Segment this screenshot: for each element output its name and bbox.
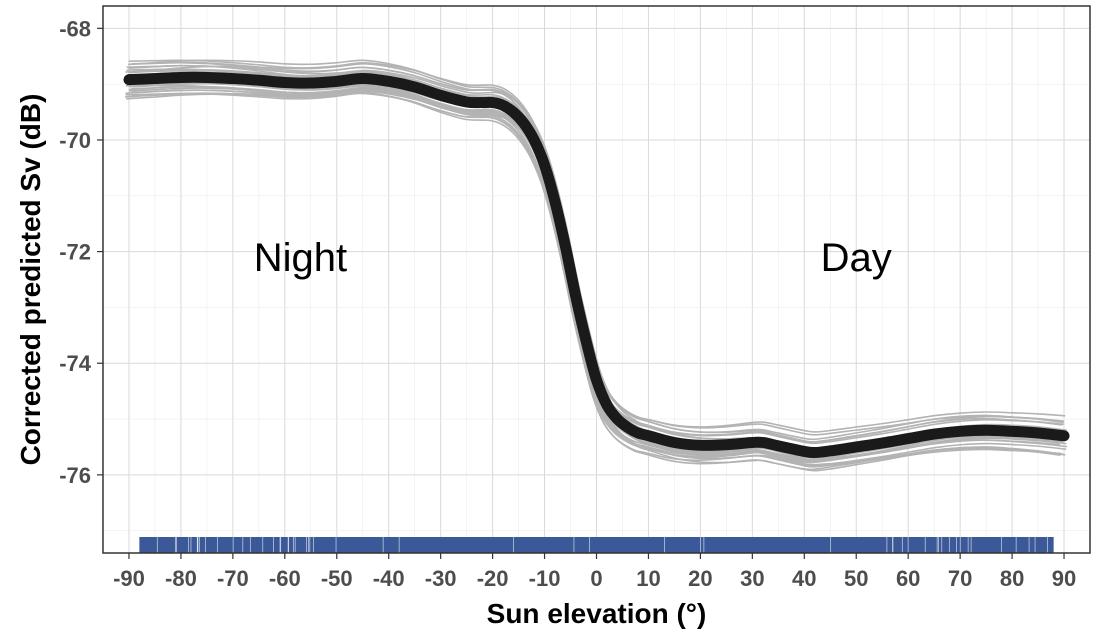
x-tick-label: 0 bbox=[590, 566, 602, 591]
y-tick-label: -70 bbox=[59, 128, 91, 153]
y-tick-label: -68 bbox=[59, 16, 91, 41]
x-tick-label: -80 bbox=[165, 566, 197, 591]
bootstrap-curve bbox=[125, 92, 1061, 471]
x-tick-label: 10 bbox=[636, 566, 660, 591]
x-tick-label: -60 bbox=[269, 566, 301, 591]
x-axis-ticks: -90 -80 -70 -60 -50 -40 -30 -20 -10 0 10 20 30 40 50 60… bbox=[113, 553, 1076, 591]
x-tick-label: -70 bbox=[217, 566, 249, 591]
x-tick-label: 20 bbox=[688, 566, 712, 591]
x-tick-label: -40 bbox=[373, 566, 405, 591]
x-tick-label: 60 bbox=[896, 566, 920, 591]
x-tick-label: 90 bbox=[1052, 566, 1076, 591]
bootstrap-curve bbox=[125, 89, 1061, 461]
x-tick-label: -30 bbox=[425, 566, 457, 591]
annotation-night: Night bbox=[254, 236, 347, 280]
y-tick-label: -76 bbox=[59, 463, 91, 488]
x-tick-label: 50 bbox=[844, 566, 868, 591]
x-tick-label: 30 bbox=[740, 566, 764, 591]
rug-band bbox=[139, 537, 1054, 553]
rug-marks bbox=[139, 537, 1054, 553]
y-axis-ticks: -68 -70 -72 -74 -76 bbox=[59, 16, 103, 488]
x-tick-label: 40 bbox=[792, 566, 816, 591]
y-tick-label: -74 bbox=[59, 351, 92, 376]
y-tick-label: -72 bbox=[59, 240, 91, 265]
x-tick-label: 80 bbox=[1000, 566, 1024, 591]
annotations: Night Day bbox=[254, 236, 892, 280]
main-fit-line bbox=[123, 71, 1070, 459]
annotation-day: Day bbox=[821, 236, 892, 280]
x-tick-label: -90 bbox=[113, 566, 145, 591]
x-tick-label: -10 bbox=[529, 566, 561, 591]
x-axis-title: Sun elevation (°) bbox=[487, 598, 707, 629]
y-axis-title: Corrected predicted Sv (dB) bbox=[15, 94, 46, 466]
x-tick-label: -20 bbox=[477, 566, 509, 591]
x-tick-label: 70 bbox=[948, 566, 972, 591]
x-tick-label: -50 bbox=[321, 566, 353, 591]
